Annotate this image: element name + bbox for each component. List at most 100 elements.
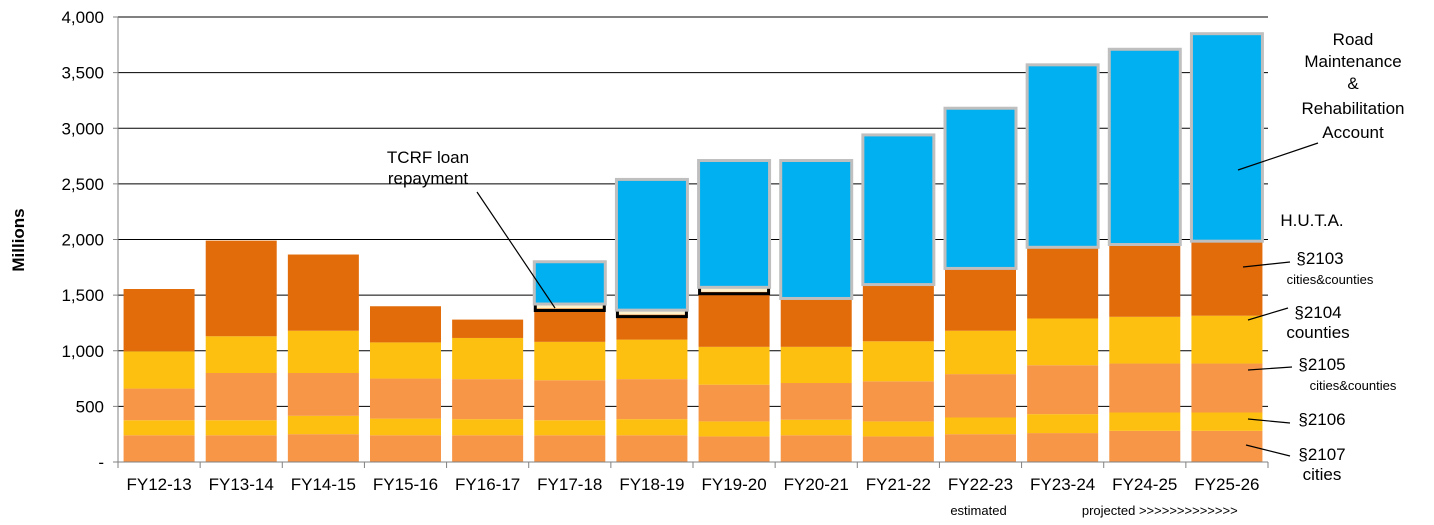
bar-segment bbox=[1109, 412, 1181, 431]
bar-segment bbox=[616, 435, 688, 462]
bar-segment bbox=[534, 341, 606, 381]
x-tick-label: FY16-17 bbox=[455, 475, 520, 494]
y-axis-label: Millions bbox=[9, 208, 28, 271]
bar-segment bbox=[534, 420, 606, 436]
bar-segment bbox=[452, 419, 524, 436]
x-tick-label: FY15-16 bbox=[373, 475, 438, 494]
x-tick-label: FY14-15 bbox=[291, 475, 356, 494]
bar-segment bbox=[452, 435, 524, 462]
y-tick-label: 3,000 bbox=[61, 119, 104, 138]
bar-segment bbox=[779, 159, 854, 300]
bar-segment bbox=[614, 177, 689, 312]
bar-segment bbox=[123, 420, 195, 436]
bar-segment bbox=[780, 419, 852, 436]
bar-segment bbox=[205, 420, 277, 436]
s2105-leader-line bbox=[1247, 366, 1293, 371]
x-tick-label: FY20-21 bbox=[784, 475, 849, 494]
x-tick-label: FY23-24 bbox=[1030, 475, 1095, 494]
tcrf-bracket bbox=[533, 305, 606, 312]
bar-segment bbox=[370, 418, 441, 436]
x-tick-label: FY12-13 bbox=[126, 475, 191, 494]
bar-segment bbox=[287, 415, 359, 435]
bar-segment bbox=[123, 435, 195, 462]
x-tick-label: FY17-18 bbox=[537, 475, 602, 494]
bar-segment bbox=[698, 421, 770, 437]
s2104-leader-line bbox=[1247, 307, 1289, 321]
bar-segment bbox=[616, 379, 688, 420]
rmra-label-line2: Maintenance bbox=[1304, 52, 1401, 71]
bar-segment bbox=[945, 434, 1016, 462]
s2104-annotation: §2104 counties bbox=[1247, 303, 1350, 342]
s2106-annotation: §2106 bbox=[1247, 410, 1346, 429]
tcrf-label-line1: TCRF loan bbox=[387, 148, 469, 167]
x-tick-labels: FY12-13 FY13-14 FY14-15 FY15-16 FY16-17 FY17-… bbox=[117, 462, 1269, 494]
bar-segment bbox=[862, 421, 934, 437]
bar-segment bbox=[780, 346, 852, 384]
bar-segment bbox=[205, 373, 277, 421]
s2105-label: §2105 bbox=[1298, 355, 1345, 374]
s2106-leader-line bbox=[1247, 418, 1291, 424]
bar-segment bbox=[370, 378, 441, 419]
bar-segment bbox=[1189, 32, 1264, 243]
bar-segment bbox=[287, 373, 359, 416]
x-tick-label: FY18-19 bbox=[619, 475, 684, 494]
bar-segment bbox=[698, 346, 770, 385]
bar-segment bbox=[698, 287, 770, 292]
s2107-sublabel: cities bbox=[1303, 465, 1342, 484]
x-note: projected >>>>>>>>>>>>> bbox=[1082, 503, 1238, 518]
bar-segment bbox=[205, 435, 277, 462]
bar-segment bbox=[616, 419, 688, 436]
bar-segment bbox=[452, 379, 524, 420]
bar-segment bbox=[1027, 414, 1099, 434]
bar-segment bbox=[861, 133, 936, 287]
bar-segment bbox=[534, 304, 606, 309]
rmra-label-line5: Account bbox=[1322, 123, 1384, 142]
bar-segment bbox=[1191, 315, 1263, 364]
bar-segment bbox=[780, 298, 852, 347]
bar-segment bbox=[697, 159, 772, 289]
y-tick-label: 2,500 bbox=[61, 175, 104, 194]
bar-segment bbox=[1027, 365, 1099, 415]
bar-segment bbox=[452, 337, 524, 380]
bar-segment bbox=[370, 306, 441, 343]
tcrf-bracket bbox=[615, 311, 688, 319]
bar-segment bbox=[1191, 241, 1263, 316]
s2105-sublabel: cities&counties bbox=[1310, 378, 1397, 393]
s2103-leader-line bbox=[1242, 261, 1291, 268]
bar-segment bbox=[698, 291, 770, 347]
y-tick-label: 500 bbox=[76, 397, 104, 416]
bar-segment bbox=[1027, 433, 1099, 462]
s2103-annotation: §2103 cities&counties bbox=[1242, 249, 1374, 287]
bar-segment bbox=[945, 417, 1016, 435]
s2107-annotation: §2107 cities bbox=[1245, 444, 1346, 484]
x-notes: estimated projected >>>>>>>>>>>>> bbox=[950, 503, 1237, 518]
s2103-sublabel: cities&counties bbox=[1287, 272, 1374, 287]
x-note: estimated bbox=[950, 503, 1006, 518]
x-tick-label: FY22-23 bbox=[948, 475, 1013, 494]
s2104-label: §2104 bbox=[1294, 303, 1341, 322]
bar-segment bbox=[1109, 316, 1181, 364]
bar-segment bbox=[205, 336, 277, 373]
bar-segment bbox=[616, 314, 688, 340]
tcrf-bracket bbox=[698, 288, 771, 296]
tcrf-label-line2: repayment bbox=[388, 169, 469, 188]
rmra-label-line1: Road bbox=[1333, 30, 1374, 49]
bar-segment bbox=[1107, 47, 1182, 247]
rmra-label-line4: Rehabilitation bbox=[1301, 99, 1404, 118]
bar-segment bbox=[1027, 247, 1099, 319]
bar-segment bbox=[1027, 318, 1099, 366]
bar-segment bbox=[534, 308, 606, 342]
huta-label: H.U.T.A. bbox=[1280, 211, 1343, 230]
bar-segment bbox=[532, 260, 607, 306]
bar-segment bbox=[534, 435, 606, 462]
x-tick-label: FY21-22 bbox=[866, 475, 931, 494]
bar-segment bbox=[780, 435, 852, 462]
y-tick-label: - bbox=[98, 453, 104, 472]
x-tick-label: FY24-25 bbox=[1112, 475, 1177, 494]
bar-segment bbox=[698, 436, 770, 462]
bar-segment bbox=[123, 351, 195, 389]
bar-segment bbox=[534, 380, 606, 421]
s2107-label: §2107 bbox=[1298, 445, 1345, 464]
bar-segment bbox=[370, 435, 441, 462]
